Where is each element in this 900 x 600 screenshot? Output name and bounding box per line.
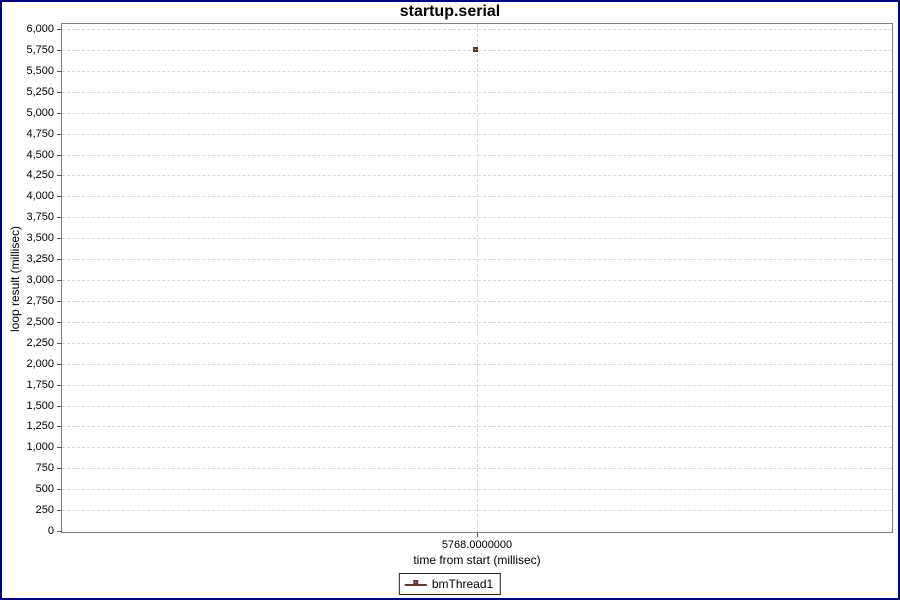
y-tick-mark (57, 133, 62, 135)
y-tick-mark (57, 510, 62, 512)
y-tick-label: 3,750 (26, 211, 54, 224)
y-tick-label: 1,250 (26, 420, 54, 433)
y-tick-label: 3,000 (26, 274, 54, 286)
y-tick-mark (57, 363, 62, 365)
y-tick-mark (57, 154, 62, 156)
y-tick-label: 4,500 (26, 148, 54, 161)
y-tick-mark (57, 426, 62, 428)
legend: bmThread1 (398, 573, 502, 595)
y-tick-label: 5,750 (26, 43, 54, 56)
y-tick-mark (57, 531, 62, 532)
y-tick-label: 0 (47, 525, 54, 537)
y-tick-label: 2,250 (26, 336, 54, 349)
y-tick-mark (57, 342, 62, 344)
y-tick-label: 1,000 (26, 441, 54, 454)
y-tick-mark (57, 321, 62, 323)
y-tick-mark (57, 112, 62, 114)
y-tick-label: 3,500 (26, 232, 54, 245)
y-tick-mark (57, 489, 62, 491)
chart-title: startup.serial (399, 3, 501, 20)
y-tick-mark (57, 49, 62, 51)
y-tick-label: 5,250 (26, 85, 54, 98)
y-tick-label: 4,750 (26, 127, 54, 140)
y-tick-label: 5,500 (26, 64, 54, 77)
data-point-marker (473, 47, 478, 52)
y-tick-mark (57, 405, 62, 407)
y-tick-mark (57, 300, 62, 302)
y-tick-label: 4,250 (26, 169, 54, 182)
y-tick-label: 5,000 (26, 106, 54, 119)
plot-area (61, 23, 893, 533)
y-tick-label: 750 (35, 462, 54, 475)
y-tick-mark (57, 91, 62, 93)
y-tick-label: 250 (35, 504, 54, 517)
y-axis-label: loop result (millisec) (8, 225, 22, 333)
y-tick-label: 3,250 (26, 253, 54, 266)
legend-marker-line (404, 583, 427, 586)
legend-series-marker-icon (404, 579, 427, 589)
y-tick-mark (57, 259, 62, 261)
legend-series-label: bmThread1 (431, 577, 494, 591)
y-tick-label: 1,500 (26, 399, 54, 412)
y-tick-mark (57, 384, 62, 386)
v-gridline (477, 24, 478, 532)
x-tick-mark (477, 533, 478, 537)
y-tick-mark (57, 29, 62, 30)
y-tick-mark (57, 196, 62, 198)
y-tick-label: 2,750 (26, 294, 54, 307)
y-tick-label: 2,500 (26, 315, 54, 328)
y-tick-label: 6,000 (26, 23, 54, 35)
y-tick-mark (57, 70, 62, 72)
y-tick-mark (57, 238, 62, 240)
y-tick-mark (57, 217, 62, 219)
x-axis-label: time from start (millisec) (413, 553, 541, 567)
y-tick-label: 500 (35, 483, 54, 496)
y-tick-mark (57, 280, 62, 281)
y-tick-mark (57, 447, 62, 449)
y-tick-mark (57, 468, 62, 470)
y-tick-mark (57, 175, 62, 177)
x-tick-label: 5768.0000000 (441, 539, 513, 551)
y-tick-label: 1,750 (26, 378, 54, 391)
legend-marker-square (413, 579, 419, 585)
y-tick-label: 2,000 (26, 357, 54, 370)
y-tick-label: 4,000 (26, 190, 54, 203)
